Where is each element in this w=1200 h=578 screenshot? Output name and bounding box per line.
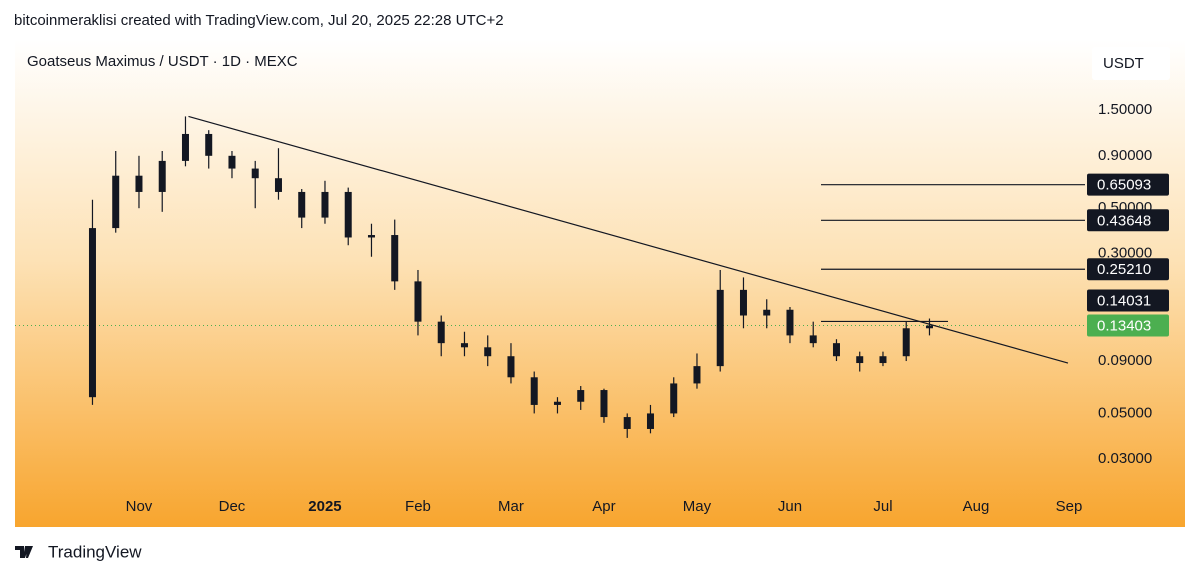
footer-logo (15, 546, 33, 558)
x-tick-label: May (683, 498, 712, 515)
candle-body (670, 383, 678, 414)
y-tick-label: 0.05000 (1098, 404, 1152, 421)
chart-title: Goatseus Maximus / USDT · 1D · MEXC (27, 53, 298, 70)
price-label: 0.65093 (1097, 177, 1151, 194)
candle-body (158, 160, 166, 192)
x-tick-label: Dec (219, 498, 246, 515)
candle-body (646, 413, 654, 429)
candle-body (460, 343, 468, 348)
x-tick-label: Apr (592, 498, 615, 515)
x-tick-label: Sep (1056, 498, 1083, 515)
candle-body (228, 155, 236, 169)
candle-body (856, 356, 864, 364)
candle-body (739, 289, 747, 316)
candle-body (274, 178, 282, 192)
y-unit: USDT (1103, 55, 1144, 72)
candle-body (925, 325, 933, 329)
candle-body (716, 289, 724, 367)
chart-background (15, 40, 1185, 527)
x-tick-label: Jun (778, 498, 802, 515)
price-label-box (1087, 258, 1169, 281)
y-tick-label: 1.50000 (1098, 101, 1152, 118)
candle-body (786, 309, 794, 336)
x-tick-label: Feb (405, 498, 431, 515)
x-tick-label: 2025 (308, 498, 341, 515)
candle-body (577, 390, 585, 402)
candle-body (321, 191, 329, 218)
candle-body (530, 377, 538, 405)
candle-body (600, 390, 608, 418)
last-price-box (1087, 314, 1169, 337)
candle-body (88, 228, 96, 398)
candle-body (181, 133, 189, 161)
y-tick-label: 0.09000 (1098, 352, 1152, 369)
y-tick-label: 0.30000 (1098, 245, 1152, 262)
last-price-label: 0.13403 (1097, 318, 1151, 335)
x-tick-label: Nov (126, 498, 153, 515)
footer-brand: TradingView (48, 542, 142, 561)
candle-body (112, 175, 120, 229)
candle-body (553, 401, 561, 405)
header: bitcoinmeraklisi created with TradingVie… (14, 12, 504, 29)
candle-body (623, 417, 631, 429)
unit-box (1092, 47, 1170, 80)
candle-body (832, 343, 840, 357)
candle-body (298, 191, 306, 218)
y-tick-label: 0.90000 (1098, 147, 1152, 164)
plot (15, 115, 1085, 438)
price-label-box (1087, 209, 1169, 232)
x-tick-label: Mar (498, 498, 524, 515)
price-label: 0.14031 (1097, 292, 1151, 309)
price-label: 0.25210 (1097, 261, 1151, 278)
candle-body (135, 175, 143, 192)
axes: 1.500000.900000.500000.300000.090000.050… (126, 101, 1169, 515)
price-label: 0.43648 (1097, 212, 1151, 229)
candle-body (414, 281, 422, 322)
candle-body (437, 321, 445, 344)
candle-body (391, 235, 399, 282)
candle-body (205, 133, 213, 156)
candle-body (809, 335, 817, 344)
candle-body (763, 309, 771, 316)
candle-body (902, 328, 910, 357)
candle-body (484, 347, 492, 357)
x-tick-label: Aug (963, 498, 990, 515)
candle-body (344, 191, 352, 238)
candle-body (507, 356, 515, 378)
candle-body (251, 168, 259, 179)
candle-body (367, 235, 375, 238)
candle-body (693, 366, 701, 384)
price-label-box (1087, 173, 1169, 196)
x-tick-label: Jul (873, 498, 892, 515)
y-tick-label: 0.03000 (1098, 450, 1152, 467)
price-label-box (1087, 289, 1169, 312)
candle-body (879, 356, 887, 364)
